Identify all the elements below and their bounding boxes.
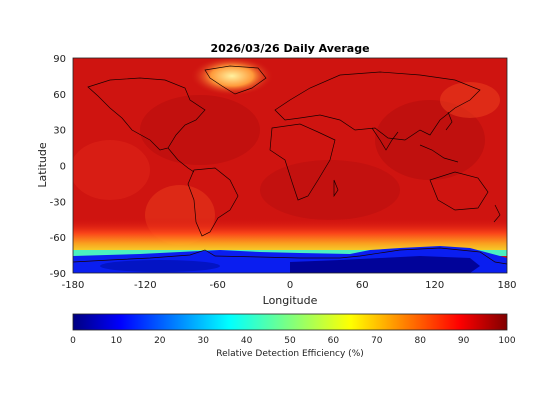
plot-frame bbox=[72, 57, 508, 274]
colorbar-tick-label: 90 bbox=[458, 336, 470, 346]
x-tick-label: 120 bbox=[425, 280, 444, 291]
antarctica-core bbox=[100, 260, 220, 272]
field-patch bbox=[73, 140, 150, 200]
colorbar-tick-label: 20 bbox=[154, 336, 166, 346]
colorbar-tick-label: 80 bbox=[414, 336, 426, 346]
coastline-eurasia bbox=[274, 71, 481, 141]
coastline-japan bbox=[445, 111, 453, 131]
colorbar-tick-label: 50 bbox=[284, 336, 296, 346]
colorbar-label: Relative Detection Efficiency (%) bbox=[216, 349, 364, 359]
coastline-australia bbox=[429, 171, 489, 211]
y-tick-label: -60 bbox=[50, 233, 66, 244]
coastline-india bbox=[371, 127, 399, 151]
colorbar-tick-label: 30 bbox=[197, 336, 209, 346]
x-tick-label: -120 bbox=[134, 280, 157, 291]
map-plot-area bbox=[73, 58, 507, 273]
colorbar-tick-label: 60 bbox=[328, 336, 340, 346]
colorbar-tick-labels: 0 10 20 30 40 50 60 70 80 90 100 bbox=[70, 336, 516, 346]
coastline-southeast-asia bbox=[419, 144, 459, 163]
colorbar-tick-label: 40 bbox=[241, 336, 253, 346]
coastlines bbox=[73, 65, 507, 265]
chart-title: 2026/03/26 Daily Average bbox=[210, 42, 369, 55]
x-tick-label: 60 bbox=[356, 280, 369, 291]
coastline-africa bbox=[269, 123, 336, 201]
coastline-south-america bbox=[187, 167, 239, 237]
colorbar-tick-label: 70 bbox=[371, 336, 383, 346]
coastline-central-america bbox=[167, 147, 195, 173]
y-tick-label: -30 bbox=[50, 197, 66, 208]
colorbar-tick-label: 0 bbox=[70, 336, 76, 346]
colorbar bbox=[72, 313, 508, 331]
antarctica-core bbox=[290, 256, 480, 273]
x-tick-label: -60 bbox=[210, 280, 226, 291]
y-tick-labels: 90 60 30 0 -30 -60 -90 bbox=[50, 54, 66, 280]
y-tick-label: 30 bbox=[53, 126, 66, 137]
x-tick-label: -180 bbox=[62, 280, 85, 291]
coastline-greenland bbox=[204, 65, 267, 95]
coastline-antarctica bbox=[73, 247, 507, 265]
coastline-madagascar bbox=[333, 179, 339, 198]
y-axis-label: Latitude bbox=[36, 142, 49, 188]
y-tick-label: 60 bbox=[53, 90, 66, 101]
field-patch bbox=[260, 160, 400, 220]
colorbar-tick-label: 10 bbox=[111, 336, 123, 346]
x-tick-label: 180 bbox=[497, 280, 516, 291]
y-tick-label: 0 bbox=[60, 162, 66, 173]
greenland-hotspot bbox=[190, 58, 274, 96]
coastline-new-zealand bbox=[493, 204, 501, 223]
x-tick-label: 0 bbox=[287, 280, 293, 291]
y-tick-label: -90 bbox=[50, 269, 66, 280]
field-patch bbox=[140, 95, 260, 165]
field-patch bbox=[375, 100, 485, 180]
x-tick-labels: -180 -120 -60 0 60 120 180 bbox=[62, 280, 517, 291]
x-axis-label: Longitude bbox=[263, 294, 318, 307]
colorbar-tick-label: 100 bbox=[498, 336, 515, 346]
y-tick-label: 90 bbox=[53, 54, 66, 65]
coastline-north-america bbox=[87, 77, 206, 151]
